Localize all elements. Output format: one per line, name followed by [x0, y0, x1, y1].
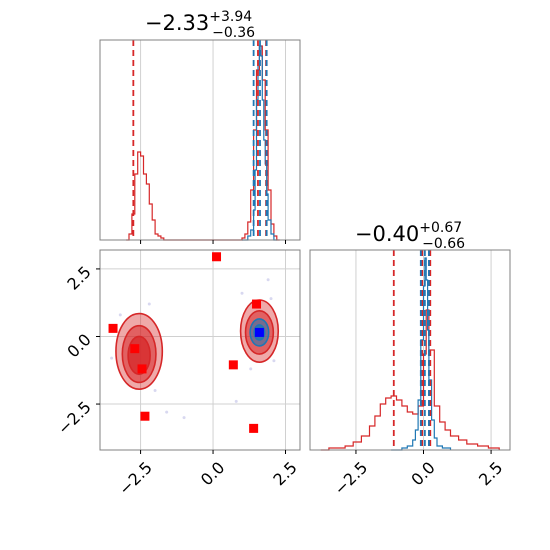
marginal-x-panel: −2.33+3.94 −0.36	[99, 9, 301, 244]
y-tick-label: 2.5	[63, 262, 94, 293]
histogram-series-blue	[391, 257, 452, 451]
sample-dot	[147, 302, 151, 306]
x-tick-label: 0.0	[197, 458, 228, 489]
sample-dot	[153, 389, 157, 393]
marginal-x-title-lower-error: −0.36	[212, 25, 255, 41]
sample-dot	[240, 291, 244, 295]
sample-marker-red	[137, 364, 147, 374]
joint-frame	[99, 249, 301, 451]
sample-marker-red	[249, 423, 259, 433]
marginal-x-frame	[99, 39, 301, 241]
sample-marker-red	[140, 411, 150, 421]
x-tick-label: 2.5	[475, 458, 506, 489]
marginal-y-title-upper-error: +0.67	[419, 220, 462, 236]
sample-dot	[249, 367, 253, 371]
sample-dot	[182, 416, 186, 420]
marginal-x-title: −2.33+3.94 −0.36	[145, 9, 255, 41]
sample-dot	[118, 313, 122, 317]
y-tick-label: −2.5	[54, 397, 95, 438]
sample-marker-blue	[254, 327, 264, 337]
x-tick-label: 2.5	[269, 458, 300, 489]
sample-marker-red	[212, 252, 222, 262]
sample-dot	[269, 297, 273, 301]
sample-dot	[165, 410, 169, 414]
sample-marker-red	[252, 299, 262, 309]
x-tick-label: −2.5	[330, 458, 371, 499]
marginal-x-title-upper-error: +3.94	[209, 9, 252, 25]
y-tick-label: 0.0	[63, 330, 94, 361]
sample-dot	[234, 399, 238, 403]
marginal-y-title-value: −0.40	[355, 222, 419, 246]
sample-dot	[266, 278, 270, 282]
marginal-y-panel: −2.5 0.0 2.5 −0.40+0.67 −0.66	[309, 220, 511, 499]
marginal-y-title: −0.40+0.67 −0.66	[355, 220, 465, 252]
sample-dot	[110, 356, 114, 360]
sample-marker-red	[130, 344, 140, 354]
marginal-y-frame	[309, 249, 511, 451]
x-tick-label: 0.0	[407, 458, 438, 489]
marginal-x-title-value: −2.33	[145, 11, 209, 35]
sample-marker-red	[108, 323, 118, 333]
joint-scatter-panel: −2.5 0.0 2.5 2.5 0.0 −2.5	[54, 249, 301, 499]
histogram-series-red	[320, 309, 500, 451]
sample-marker-red	[228, 360, 238, 370]
sample-dot	[272, 359, 276, 363]
marginal-y-title-lower-error: −0.66	[422, 236, 465, 252]
x-tick-label: −2.5	[115, 458, 156, 499]
